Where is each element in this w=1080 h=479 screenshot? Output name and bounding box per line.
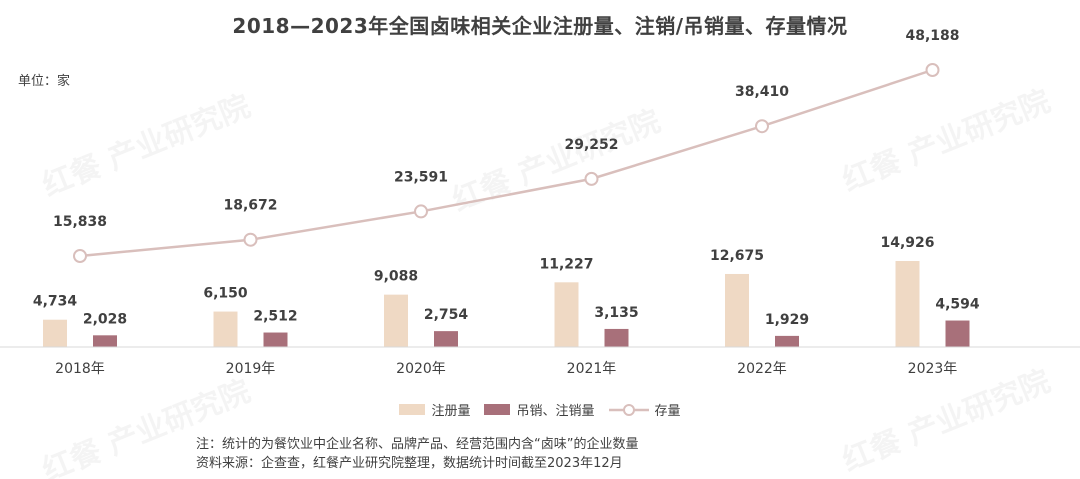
bar-cancelled — [434, 331, 458, 347]
legend-item-cancelled: 吊销、注销量 — [484, 400, 595, 419]
stock-point — [73, 249, 87, 263]
notes: 注：统计的为餐饮业中企业名称、品牌产品、经营范围内含“卤味”的企业数量 资料来源… — [196, 435, 638, 473]
watermark-text: 红餐 产业研究院 — [38, 89, 256, 204]
data-label-cancelled: 2,028 — [83, 311, 127, 327]
bar-registered — [43, 319, 67, 347]
legend-label-stock: 存量 — [654, 404, 681, 419]
bar-cancelled — [945, 320, 970, 347]
data-label-registered: 11,227 — [539, 256, 593, 272]
stock-point — [925, 63, 940, 77]
x-tick-label: 2020年 — [396, 361, 446, 377]
data-label-cancelled: 2,512 — [253, 309, 297, 325]
data-label-cancelled: 3,135 — [594, 305, 638, 321]
legend-item-registered: 注册量 — [399, 400, 470, 419]
note-text: 注：统计的为餐饮业中企业名称、品牌产品、经营范围内含“卤味”的企业数量 — [196, 437, 639, 452]
data-label-cancelled: 2,754 — [424, 307, 469, 323]
data-label-stock: 38,410 — [735, 84, 789, 100]
data-label-stock: 18,672 — [223, 198, 277, 214]
data-labels: 4,734 2,028 6,150 2,512 9,088 2,754 11,227 3,13… — [33, 28, 980, 328]
stock-line-series — [73, 63, 940, 263]
source-text: 资料来源：企查查，红餐产业研究院整理，数据统计时间截至2023年12月 — [196, 456, 623, 471]
data-label-registered: 14,926 — [880, 235, 934, 251]
bar-registered — [895, 261, 920, 347]
bar-registered — [213, 311, 238, 347]
data-label-stock: 15,838 — [53, 214, 107, 230]
stock-point — [755, 119, 769, 134]
x-tick-label: 2018年 — [55, 361, 105, 377]
data-label-cancelled: 4,594 — [935, 297, 980, 313]
watermark-text: 红餐 产业研究院 — [448, 104, 666, 219]
stock-line — [79, 68, 933, 258]
data-label-stock: 29,252 — [564, 137, 618, 153]
legend-item-stock: 存量 — [608, 400, 681, 419]
data-label-cancelled: 1,929 — [765, 312, 809, 328]
legend-swatch-stock — [608, 403, 649, 416]
stock-point — [243, 232, 258, 247]
bar-series — [43, 261, 970, 347]
x-tick-label: 2021年 — [567, 361, 617, 377]
watermark-text: 红餐 产业研究院 — [838, 364, 1056, 479]
data-label-stock: 23,591 — [394, 169, 448, 185]
unit-label: 单位：家 — [18, 74, 71, 89]
x-tick-label: 2023年 — [908, 361, 958, 377]
x-tick-labels: 2018年 2019年 2020年 2021年 2022年 2023年 — [55, 361, 957, 377]
bar-registered — [725, 273, 749, 347]
bar-cancelled — [93, 335, 117, 347]
chart-title: 2018—2023年全国卤味相关企业注册量、注销/吊销量、存量情况 — [232, 14, 848, 38]
bar-cancelled — [263, 332, 288, 347]
bar-cancelled — [604, 328, 629, 347]
data-label-registered: 4,734 — [33, 294, 78, 310]
data-label-registered: 12,675 — [710, 248, 764, 264]
x-tick-label: 2019年 — [226, 361, 276, 377]
bar-cancelled — [775, 335, 799, 347]
bar-registered — [554, 282, 579, 347]
stock-point — [414, 204, 428, 219]
legend-swatch-registered — [399, 404, 426, 415]
legend-swatch-cancelled — [484, 404, 511, 415]
legend-label-registered: 注册量 — [431, 404, 471, 419]
watermark-text: 红餐 产业研究院 — [838, 84, 1056, 199]
data-label-stock: 48,188 — [905, 28, 959, 44]
legend-label-cancelled: 吊销、注销量 — [516, 404, 595, 419]
data-label-registered: 9,088 — [374, 269, 418, 285]
stock-point — [584, 171, 599, 186]
data-label-registered: 6,150 — [203, 286, 248, 302]
x-tick-label: 2022年 — [737, 361, 787, 377]
legend: 注册量 吊销、注销量 存量 — [0, 400, 1080, 419]
bar-registered — [384, 294, 408, 347]
